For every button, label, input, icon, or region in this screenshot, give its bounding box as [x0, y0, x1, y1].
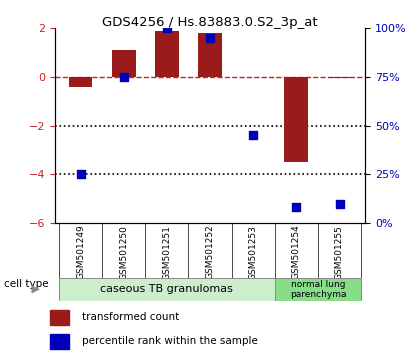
Text: GSM501255: GSM501255: [335, 225, 344, 280]
Point: [293, 205, 300, 210]
Bar: [275, 278, 361, 301]
Bar: [198, 33, 222, 77]
Text: GSM501252: GSM501252: [205, 225, 215, 279]
Text: GSM501251: GSM501251: [163, 225, 171, 280]
Text: caseous TB granulomas: caseous TB granulomas: [100, 284, 233, 295]
Bar: [68, 77, 92, 87]
Text: transformed count: transformed count: [82, 312, 179, 322]
Bar: [50, 310, 69, 325]
Point: [207, 35, 213, 41]
Point: [77, 172, 84, 177]
Bar: [284, 77, 308, 162]
Point: [163, 25, 170, 31]
Text: GSM501254: GSM501254: [292, 225, 301, 279]
Bar: [241, 76, 265, 77]
Point: [250, 132, 257, 138]
Bar: [59, 278, 275, 301]
Point: [336, 201, 343, 206]
Text: GSM501253: GSM501253: [249, 225, 257, 280]
Text: cell type: cell type: [4, 279, 49, 289]
Text: GSM501249: GSM501249: [76, 225, 85, 279]
Text: percentile rank within the sample: percentile rank within the sample: [82, 336, 258, 346]
Text: normal lung
parenchyma: normal lung parenchyma: [290, 280, 346, 299]
Bar: [50, 334, 69, 349]
Text: GDS4256 / Hs.83883.0.S2_3p_at: GDS4256 / Hs.83883.0.S2_3p_at: [102, 16, 318, 29]
Bar: [155, 31, 178, 77]
Bar: [112, 50, 136, 77]
Bar: [328, 77, 352, 78]
Point: [120, 74, 127, 80]
Text: GSM501250: GSM501250: [119, 225, 128, 280]
